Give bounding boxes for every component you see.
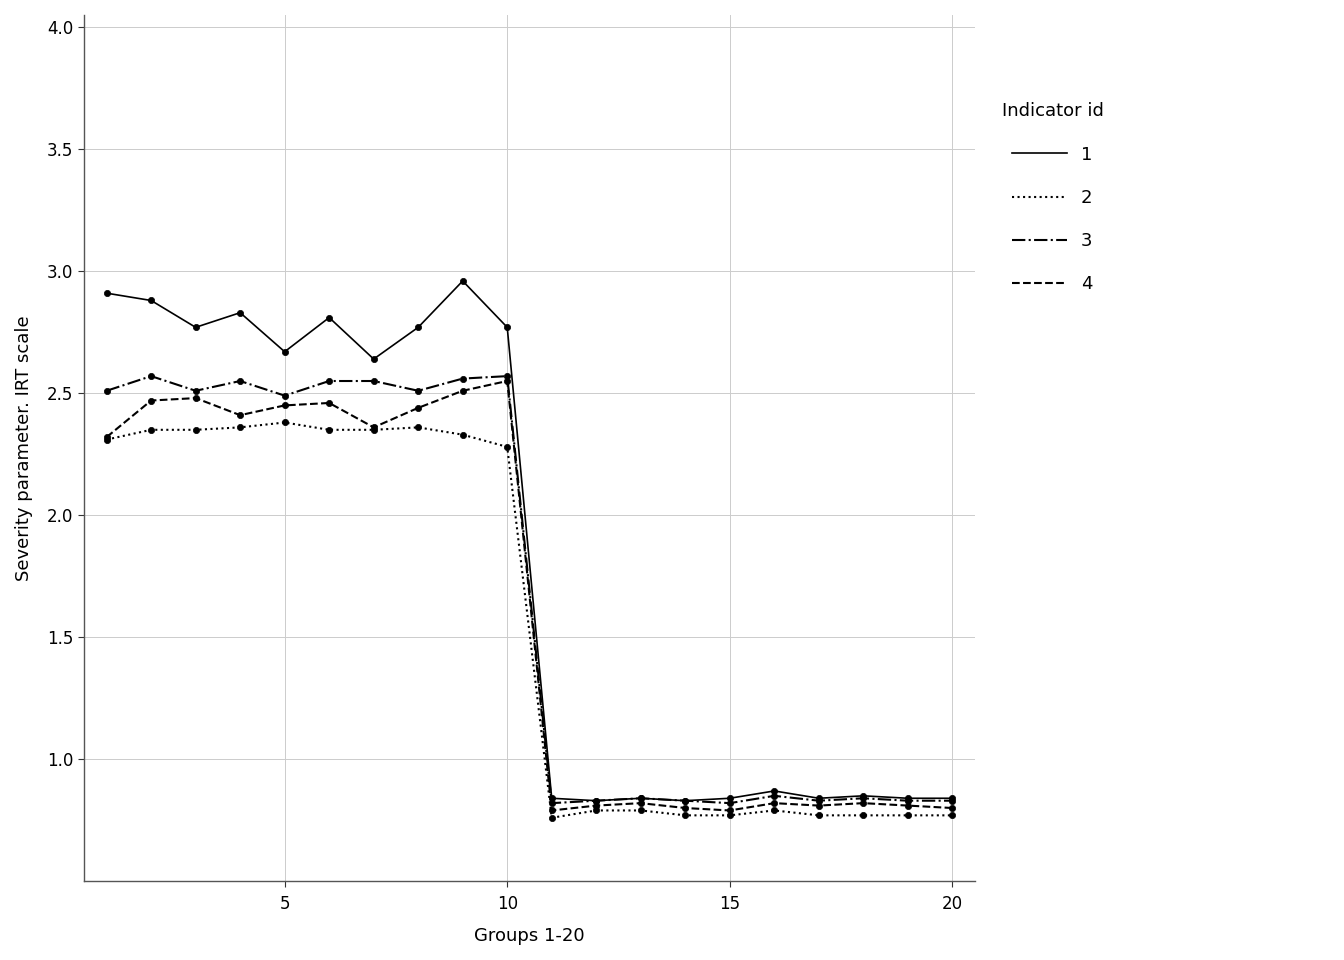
Y-axis label: Severity parameter. IRT scale: Severity parameter. IRT scale <box>15 315 34 581</box>
Legend: 1, 2, 3, 4: 1, 2, 3, 4 <box>992 93 1113 302</box>
X-axis label: Groups 1-20: Groups 1-20 <box>474 927 585 945</box>
